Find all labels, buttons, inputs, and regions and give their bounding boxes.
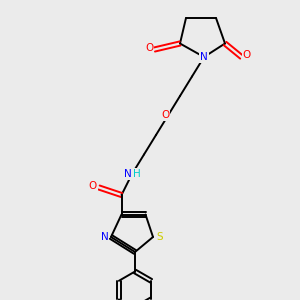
Text: N: N — [100, 232, 108, 242]
Text: H: H — [134, 169, 141, 179]
Text: O: O — [89, 181, 97, 191]
Text: S: S — [156, 232, 163, 242]
Text: N: N — [124, 169, 132, 179]
Text: O: O — [243, 50, 251, 61]
Text: O: O — [161, 110, 169, 121]
Text: N: N — [200, 52, 208, 62]
Text: O: O — [145, 43, 153, 53]
